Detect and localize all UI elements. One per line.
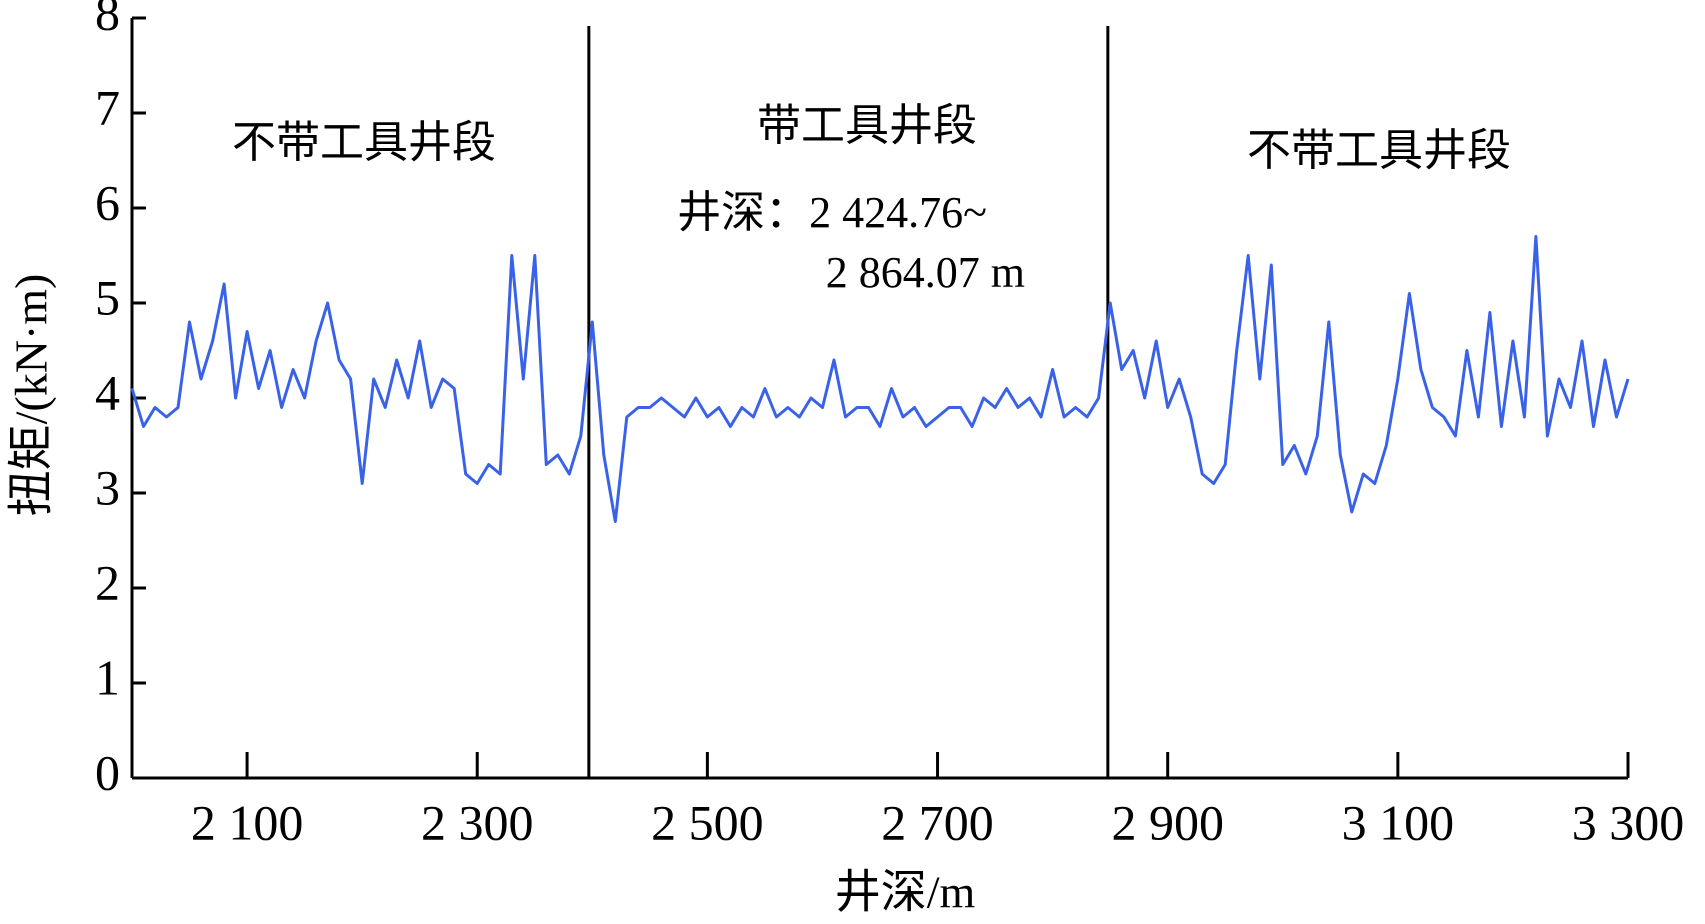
torque-line	[130, 235, 1630, 523]
y-tick-label: 6	[95, 174, 120, 230]
y-tick-label: 7	[95, 79, 120, 135]
annotation: 2 864.07 m	[826, 248, 1025, 297]
x-tick-label: 3 300	[1572, 794, 1685, 850]
y-axis-label: 扭矩/(kN·m)	[6, 274, 57, 517]
x-tick-label: 2 700	[881, 794, 994, 850]
x-tick-label: 2 300	[421, 794, 534, 850]
y-tick-label: 0	[95, 744, 120, 800]
annotation: 井深：2 424.76~	[677, 188, 987, 237]
x-tick-label: 3 100	[1342, 794, 1455, 850]
annotation: 带工具井段	[757, 101, 977, 150]
annotation: 不带工具井段	[232, 118, 496, 167]
x-tick-label: 2 100	[191, 794, 304, 850]
x-tick-label: 2 900	[1111, 794, 1224, 850]
y-tick-label: 1	[95, 649, 120, 705]
y-tick-label: 5	[95, 269, 120, 325]
y-tick-label: 2	[95, 554, 120, 610]
annotation: 不带工具井段	[1247, 126, 1511, 175]
x-axis-label: 井深/m	[835, 867, 976, 918]
x-tick-label: 2 500	[651, 794, 764, 850]
y-tick-label: 4	[95, 364, 120, 420]
y-tick-label: 3	[95, 459, 120, 515]
y-tick-label: 8	[95, 0, 120, 40]
